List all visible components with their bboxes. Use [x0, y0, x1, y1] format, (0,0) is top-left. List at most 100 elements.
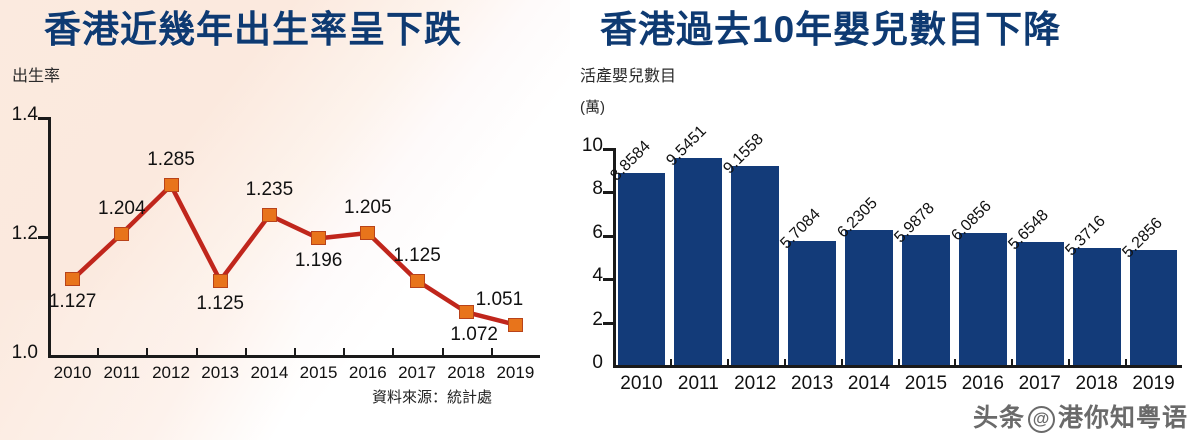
- right-x-tick-label: 2016: [961, 373, 1004, 394]
- line-data-label: 1.072: [450, 324, 498, 346]
- line-data-point: [114, 226, 130, 241]
- left-x-tick-label: 2014: [250, 363, 289, 382]
- line-data-point: [360, 226, 376, 241]
- bar: [845, 229, 893, 365]
- left-x-tick-label: 2012: [152, 363, 190, 382]
- right-x-tick-label: 2011: [677, 373, 719, 394]
- bar: [1129, 250, 1178, 365]
- line-data-label: 1.285: [147, 149, 195, 171]
- line-data-point: [409, 273, 425, 288]
- bar: [617, 172, 666, 365]
- watermark-handle: 港你知粤语: [1057, 404, 1188, 432]
- right-y-tick: [603, 278, 613, 282]
- left-y-tick-label: 1.2: [11, 223, 38, 244]
- left-x-tick: [343, 348, 346, 355]
- left-x-tick-label: 2013: [201, 363, 240, 382]
- line-data-point: [458, 305, 474, 320]
- line-data-point: [212, 273, 228, 288]
- watermark: 头条 @ 港你知粤语: [973, 398, 1188, 434]
- right-y-tick: [603, 148, 613, 151]
- right-y-tick-label: 10: [581, 135, 603, 156]
- left-chart-panel: 香港近幾年出生率呈下跌 出生率 1.0 1.2 1.4 2010 2011 2012 201…: [0, 0, 570, 440]
- bar: [902, 235, 950, 365]
- right-y-tick-label: 8: [592, 178, 603, 200]
- right-x-tick: [897, 359, 900, 365]
- right-x-tick: [954, 359, 957, 365]
- left-x-tick: [441, 348, 444, 355]
- line-data-label: 1.196: [294, 250, 343, 272]
- right-chart-panel: 香港過去10年嬰兒數目下降 活產嬰兒數目 (萬) 0 2 4 6 8 10 2010 8.85…: [570, 0, 1200, 440]
- left-x-tick-label: 2010: [53, 363, 92, 382]
- line-data-point: [311, 231, 327, 246]
- right-x-tick: [669, 359, 672, 365]
- right-x-tick-label: 2012: [734, 373, 777, 394]
- bar-chart-plot: 0 2 4 6 8 10 2010 8.8584 2011 9.5451 2012 9.1558 201…: [570, 0, 1200, 440]
- watermark-prefix: 头条: [972, 404, 1025, 432]
- left-x-tick: [490, 348, 493, 355]
- left-x-axis-line: [48, 355, 540, 358]
- right-x-tick-label: 2013: [791, 373, 834, 394]
- line-data-point: [163, 178, 179, 193]
- left-x-tick-label: 2017: [398, 363, 436, 382]
- left-x-tick: [392, 348, 395, 355]
- line-data-point: [507, 317, 523, 332]
- right-y-tick-label: 0: [592, 352, 603, 373]
- bar: [788, 241, 837, 365]
- line-data-point: [65, 272, 81, 287]
- left-x-tick-label: 2011: [103, 363, 141, 382]
- left-y-tick: [38, 236, 48, 239]
- right-x-tick-label: 2018: [1075, 373, 1118, 394]
- left-x-tick-label: 2015: [299, 363, 338, 382]
- left-x-tick: [195, 348, 198, 355]
- left-x-tick-label: 2016: [348, 363, 387, 382]
- right-y-tick: [603, 234, 613, 238]
- left-x-tick: [244, 348, 247, 355]
- right-y-tick-label: 4: [592, 265, 603, 287]
- right-x-tick: [726, 359, 729, 365]
- left-x-tick-label: 2018: [447, 363, 486, 382]
- right-x-axis-line: [613, 365, 1182, 368]
- bar: [1072, 248, 1121, 365]
- at-icon: @: [1027, 406, 1055, 433]
- line-data-point: [261, 208, 277, 223]
- right-x-tick-label: 2015: [904, 373, 948, 394]
- right-x-tick: [840, 359, 843, 365]
- right-x-tick-label: 2017: [1018, 373, 1061, 394]
- left-x-tick: [294, 348, 296, 355]
- left-y-tick: [38, 117, 48, 120]
- line-data-label: 1.051: [475, 288, 524, 310]
- right-y-tick-label: 2: [592, 308, 603, 330]
- left-y-tick-label: 1.4: [11, 104, 38, 125]
- line-data-label: 1.127: [48, 291, 97, 313]
- right-y-axis-caption: 活產嬰兒數目: [580, 68, 677, 85]
- right-chart-title: 香港過去10年嬰兒數目下降: [600, 9, 1062, 50]
- right-y-axis-unit: (萬): [580, 99, 605, 116]
- line-series: [71, 183, 516, 327]
- left-chart-title: 香港近幾年出生率呈下跌: [44, 9, 462, 50]
- bar: [731, 166, 780, 365]
- right-y-tick: [603, 321, 613, 325]
- left-x-tick-label: 2019: [496, 363, 535, 382]
- line-chart-path: [71, 183, 516, 327]
- source-note: 資料來源：統計處: [372, 389, 493, 406]
- line-data-label: 1.204: [98, 197, 146, 219]
- right-y-axis-line: [613, 148, 616, 368]
- right-x-tick-label: 2019: [1132, 373, 1175, 394]
- right-x-tick-label: 2010: [620, 373, 663, 394]
- right-y-tick-label: 6: [592, 221, 603, 243]
- right-x-tick: [1011, 359, 1014, 365]
- right-x-tick: [1125, 359, 1128, 365]
- line-data-label: 1.125: [393, 244, 441, 266]
- bar: [1015, 242, 1064, 365]
- bar: [674, 157, 723, 365]
- right-x-tick-label: 2014: [847, 373, 891, 394]
- right-x-tick: [783, 359, 786, 365]
- line-chart-plot: 1.0 1.2 1.4 2010 2011 2012 2013 2014 2015 2016 201…: [0, 0, 570, 440]
- bar: [958, 232, 1007, 365]
- line-data-label: 1.125: [196, 292, 244, 314]
- line-data-label: 1.205: [344, 197, 392, 219]
- left-y-tick-label: 1.0: [11, 342, 38, 363]
- line-data-label: 1.235: [245, 179, 294, 201]
- right-y-tick: [603, 191, 613, 195]
